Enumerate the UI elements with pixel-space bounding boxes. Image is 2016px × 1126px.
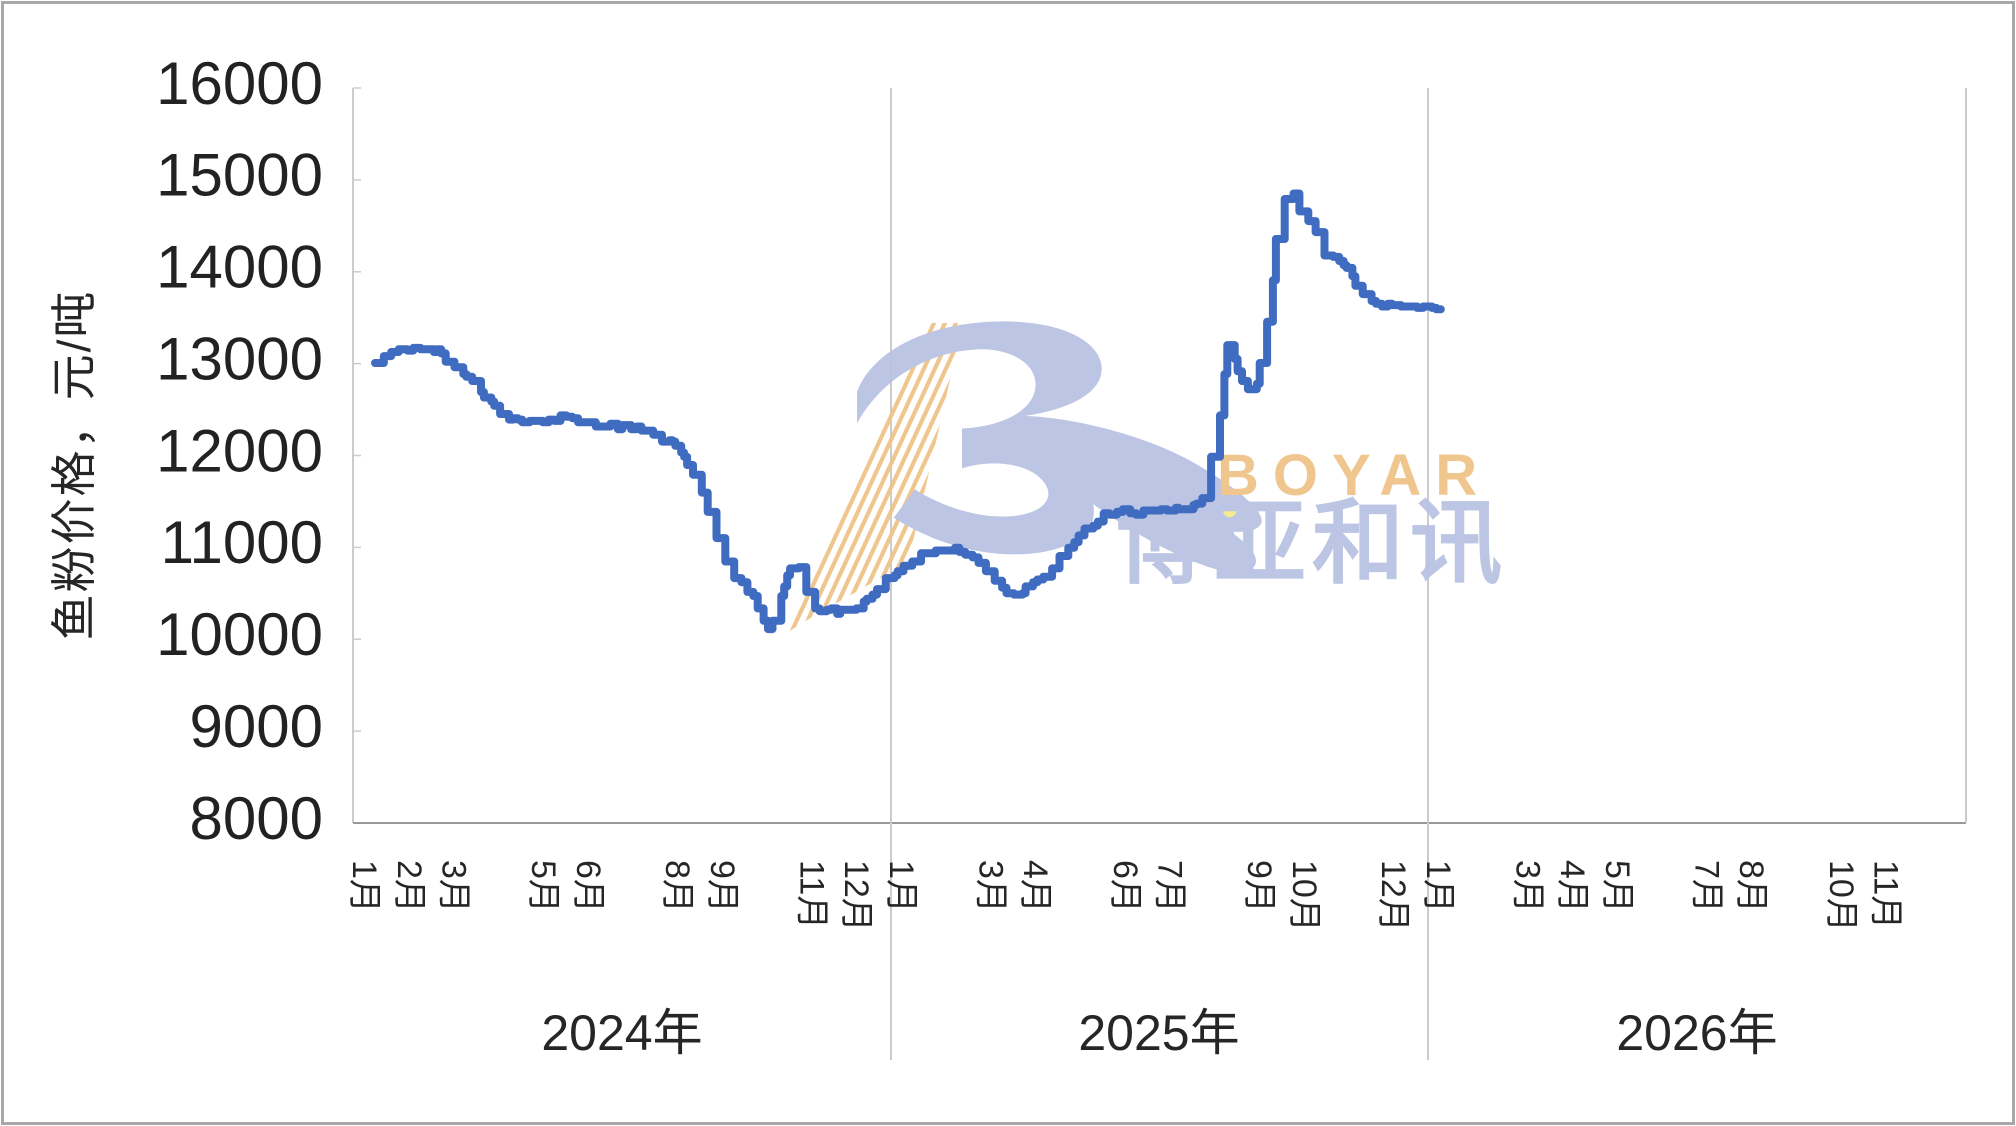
svg-text:7月: 7月 [1151, 860, 1189, 913]
svg-text:10月: 10月 [1285, 860, 1323, 932]
svg-text:9月: 9月 [1240, 860, 1278, 913]
svg-text:9月: 9月 [703, 860, 741, 913]
svg-text:10月: 10月 [1822, 860, 1860, 932]
svg-text:9000: 9000 [190, 693, 323, 760]
svg-text:3月: 3月 [1509, 860, 1547, 913]
svg-text:4月: 4月 [1016, 860, 1054, 913]
svg-text:8月: 8月 [658, 860, 696, 913]
svg-text:1月: 1月 [1419, 860, 1457, 913]
svg-text:3月: 3月 [435, 860, 473, 913]
svg-text:1月: 1月 [882, 860, 920, 913]
svg-text:8000: 8000 [190, 785, 323, 852]
svg-text:5月: 5月 [1598, 860, 1636, 913]
svg-text:2026年: 2026年 [1616, 1005, 1777, 1061]
svg-text:2024年: 2024年 [541, 1005, 702, 1061]
svg-text:14000: 14000 [156, 234, 323, 301]
svg-text:15000: 15000 [156, 142, 323, 209]
svg-text:16000: 16000 [156, 50, 323, 117]
svg-text:6月: 6月 [569, 860, 607, 913]
svg-text:13000: 13000 [156, 325, 323, 392]
svg-text:10000: 10000 [156, 601, 323, 668]
svg-text:2025年: 2025年 [1078, 1005, 1239, 1061]
svg-text:12月: 12月 [1374, 860, 1412, 932]
svg-text:6月: 6月 [1106, 860, 1144, 913]
svg-text:7月: 7月 [1688, 860, 1726, 913]
svg-text:3月: 3月 [972, 860, 1010, 913]
svg-text:5月: 5月 [524, 860, 562, 913]
svg-text:1月: 1月 [345, 860, 383, 913]
svg-text:11月: 11月 [1867, 860, 1905, 929]
svg-text:11月: 11月 [793, 860, 831, 929]
svg-text:11000: 11000 [161, 509, 323, 576]
svg-text:4月: 4月 [1553, 860, 1591, 913]
svg-text:2月: 2月 [390, 860, 428, 913]
svg-text:12月: 12月 [837, 860, 875, 932]
svg-text:8月: 8月 [1732, 860, 1770, 913]
svg-text:12000: 12000 [156, 417, 323, 484]
svg-text:鱼粉价格，元/吨: 鱼粉价格，元/吨 [48, 290, 100, 641]
